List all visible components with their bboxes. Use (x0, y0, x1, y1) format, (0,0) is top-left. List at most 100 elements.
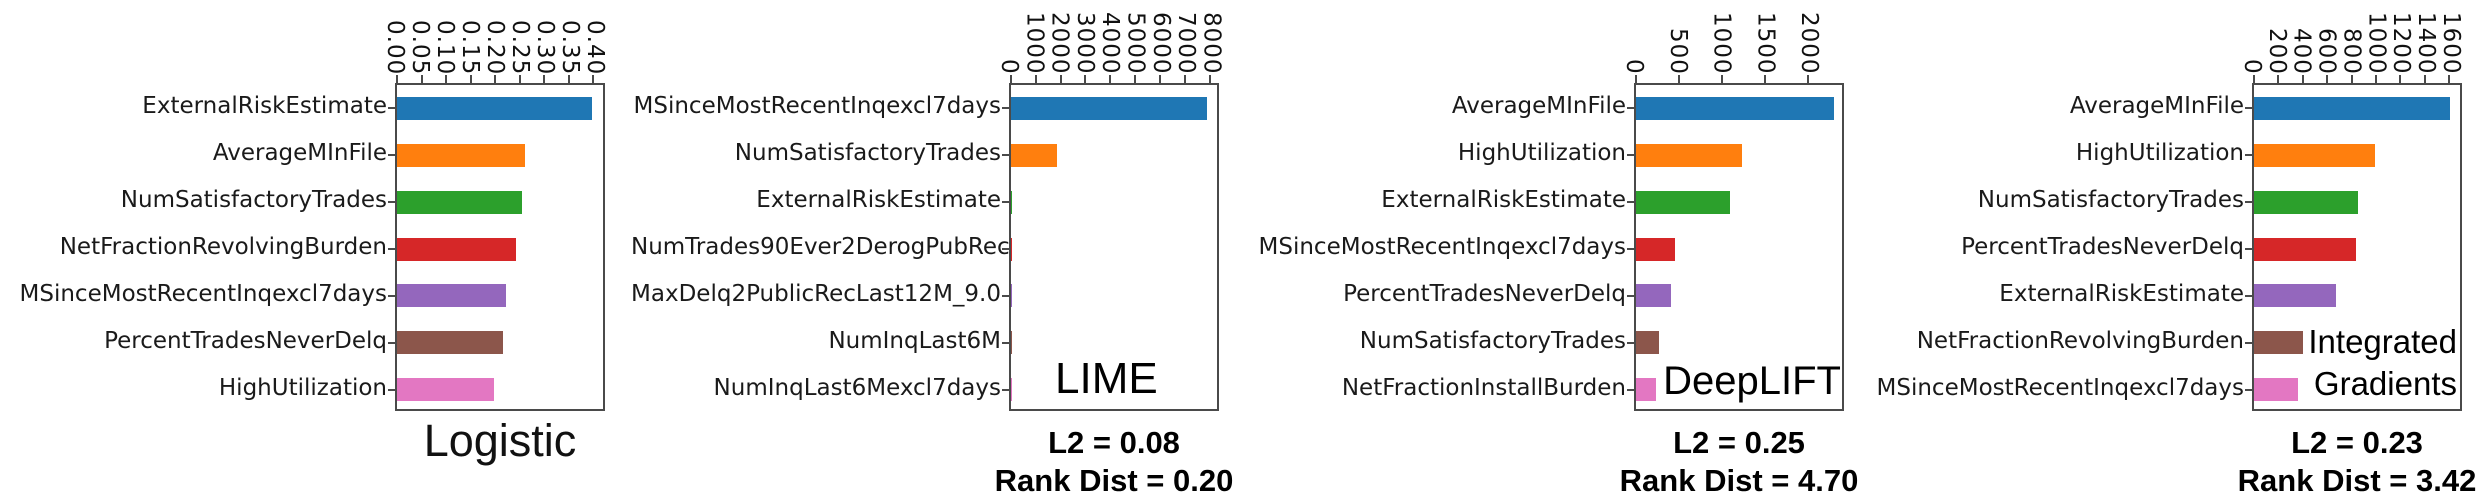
bar (2254, 378, 2298, 402)
x-tick-label: 1000 (1021, 12, 1048, 75)
bar (1011, 190, 1012, 214)
chart-title: Logistic (423, 415, 577, 466)
x-tick-labels: 0 200 400 600 800 1000 1200 1400 1600 (2239, 0, 2464, 75)
y-tick-mark (1627, 341, 1634, 344)
y-axis-label: NumSatisfactoryTrades (1977, 187, 2244, 214)
x-tick-label: 600 (2313, 28, 2340, 75)
y-tick-mark (2245, 388, 2252, 391)
stats-rank-dist: Rank Dist = 0.20 (994, 463, 1234, 498)
y-tick-mark (2245, 294, 2252, 297)
y-axis-label: MSinceMostRecentInqexcl7days (1876, 374, 2244, 401)
bar (1636, 190, 1730, 214)
bar (397, 96, 593, 120)
y-axis-label: ExternalRiskEstimate (142, 93, 387, 120)
x-tick-label: 500 (1664, 28, 1691, 75)
chart-title: DeepLIFT (1663, 361, 1841, 401)
x-tick-mark (2301, 75, 2304, 83)
x-tick-label: 1200 (2388, 12, 2415, 75)
y-axis-label: HighUtilization (1457, 140, 1626, 167)
y-axis-label: MaxDelq2PublicRecLast12M_9.0 (631, 280, 1001, 307)
chart-title-line: Gradients (2313, 365, 2457, 403)
stats-block: L2 = 0.08 Rank Dist = 0.20 (979, 424, 1249, 500)
y-tick-mark (388, 154, 395, 157)
y-tick-mark (1627, 294, 1634, 297)
y-axis-label: NetFractionInstallBurden (1341, 374, 1626, 401)
x-tick-mark (2326, 75, 2329, 83)
x-tick-labels: 0 500 1000 1500 2000 (1621, 0, 1844, 75)
x-tick-mark (469, 75, 472, 83)
x-tick-mark (396, 75, 398, 83)
y-tick-mark (388, 248, 395, 250)
x-tick-mark (1806, 75, 1809, 83)
x-tick-mark (1084, 75, 1087, 83)
bar (1636, 237, 1675, 261)
x-tick-mark (1208, 75, 1211, 83)
panel-integrated-gradients: AverageMInFile HighUtilization NumSatisfac… (1874, 0, 2477, 504)
bar (2254, 284, 2336, 308)
x-tick-mark (1720, 75, 1723, 83)
y-tick-mark (1002, 107, 1009, 110)
x-tick-mark (2423, 75, 2426, 83)
bar (397, 331, 503, 355)
bar (1636, 331, 1659, 355)
y-tick-mark (1002, 154, 1009, 157)
bar (1011, 96, 1207, 120)
x-tick-label: 1600 (2437, 12, 2464, 75)
bar (397, 378, 494, 402)
x-tick-mark (420, 75, 423, 83)
y-tick-mark (1002, 388, 1009, 391)
y-axis-label: PercentTradesNeverDelq (104, 327, 387, 354)
x-tick-label: 800 (2338, 28, 2365, 75)
x-tick-mark (1010, 75, 1012, 83)
y-tick-mark (2245, 341, 2252, 344)
x-tick-label: 2000 (1796, 12, 1822, 75)
x-tick-label: 1000 (1708, 12, 1735, 75)
bar (1636, 284, 1671, 308)
x-tick-label: 1000 (2363, 12, 2390, 75)
x-tick-mark (2350, 75, 2353, 83)
x-tick-label: 7000 (1173, 12, 1200, 75)
x-tick-label: 0 (2239, 59, 2265, 75)
y-axis-label: NumSatisfactoryTrades (120, 187, 387, 214)
x-tick-label: 1500 (1752, 12, 1779, 75)
bar (2254, 96, 2451, 120)
x-tick-label: 0.25 (507, 19, 533, 75)
stats-rank-dist: Rank Dist = 4.70 (1619, 463, 1859, 498)
bar (2254, 190, 2358, 214)
x-tick-label: 0.30 (532, 19, 558, 75)
y-tick-mark (2245, 201, 2252, 204)
y-tick-mark (2245, 107, 2252, 110)
x-tick-mark (1134, 75, 1137, 83)
x-tick-label: 400 (2288, 28, 2315, 75)
panel-deeplift: AverageMInFile HighUtilization ExternalRis… (1256, 0, 1859, 504)
y-tick-mark (2245, 154, 2252, 157)
x-tick-mark (2448, 75, 2451, 83)
y-tick-mark (1627, 154, 1634, 157)
x-tick-label: 0.20 (482, 19, 508, 75)
y-tick-mark (388, 388, 395, 391)
x-tick-labels: 0 1000 2000 3000 4000 5000 6000 7000 8000 (996, 0, 1224, 75)
panel-logistic: ExternalRiskEstimate AverageMInFile NumSat… (17, 0, 615, 504)
x-tick-label: 2000 (1046, 12, 1073, 75)
y-axis-label: NumTrades90Ever2DerogPubRec (631, 234, 1010, 260)
y-axis-label: MSinceMostRecentInqexcl7days (1258, 234, 1626, 260)
y-tick-mark (388, 201, 395, 204)
y-axis-label: NetFractionRevolvingBurden (1916, 327, 2244, 354)
x-tick-mark (445, 75, 448, 83)
y-tick-mark (1002, 201, 1009, 204)
x-tick-mark (518, 75, 521, 83)
bar (397, 143, 525, 167)
x-tick-mark (1183, 75, 1186, 83)
x-tick-label: 0.10 (432, 19, 458, 75)
bar (397, 284, 507, 308)
y-axis-label: HighUtilization (218, 374, 387, 401)
bar (2254, 143, 2375, 167)
y-axis-label: NumInqLast6M (828, 327, 1001, 354)
bar (2254, 331, 2303, 355)
x-tick-mark (1158, 75, 1161, 83)
x-tick-label: 0 (1621, 59, 1647, 75)
x-tick-mark (1059, 75, 1062, 83)
x-tick-label: 1400 (2412, 12, 2439, 75)
chart-title-line: DeepLIFT (1663, 359, 1841, 403)
